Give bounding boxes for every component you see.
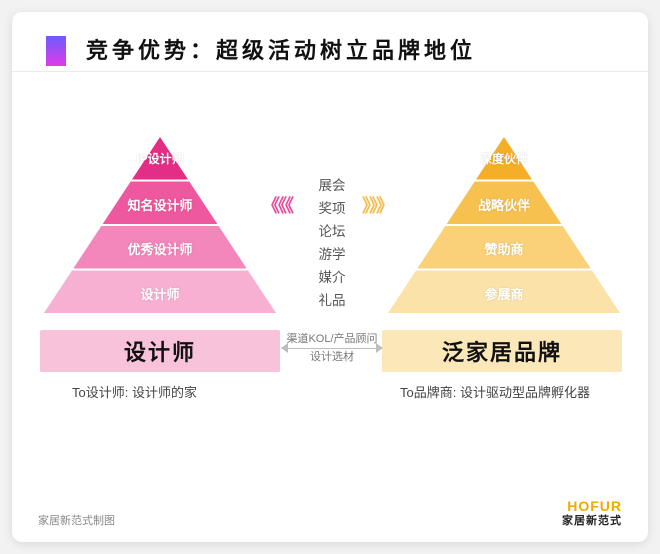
泛家居品牌-level-2-label: 赞助商 [388,239,620,258]
center-item: 展会 [302,174,362,197]
设计师-level-3-label: 设计师 [44,284,276,303]
left-base-box: 设计师 [40,330,280,372]
connector-arrow-left-icon [281,343,288,353]
center-item: 媒介 [302,266,362,289]
right-base-label: 泛家居品牌 [442,335,562,367]
center-items: 展会奖项论坛游学媒介礼品 [302,174,362,312]
泛家居品牌-level-0-label: 深度伙伴 [388,150,620,167]
footer-brand-cn: 家居新范式 [562,512,622,528]
chevrons-left-icon: 《《《 [262,192,292,218]
left-pyramid: IP设计师知名设计师优秀设计师设计师 [44,137,276,313]
left-caption: To设计师: 设计师的家 [72,382,197,401]
right-base-box: 泛家居品牌 [382,330,622,372]
left-base-label: 设计师 [124,335,196,367]
设计师-level-2-label: 优秀设计师 [44,239,276,258]
center-item: 礼品 [302,289,362,312]
connector: 渠道KOL/产品顾问 设计选材 [282,332,382,364]
right-pyramid: 深度伙伴战略伙伴赞助商参展商 [388,137,620,313]
connector-arrow-right-icon [376,343,383,353]
slide-title: 竞争优势：超级活动树立品牌地位 [86,34,476,68]
center-item: 论坛 [302,220,362,243]
right-caption: To品牌商: 设计驱动型品牌孵化器 [400,382,590,401]
设计师-level-0-label: IP设计师 [44,150,276,167]
diagram-stage: IP设计师知名设计师优秀设计师设计师 设计师 To设计师: 设计师的家 深度伙伴… [12,72,648,542]
footer-source: 家居新范式制图 [38,512,115,528]
connector-line [282,348,382,349]
泛家居品牌-level-1-label: 战略伙伴 [388,195,620,214]
slide-footer: 家居新范式制图 HOFUR 家居新范式 [12,504,648,528]
设计师-level-1-label: 知名设计师 [44,195,276,214]
center-item: 奖项 [302,197,362,220]
chevrons-right-icon: 》》》 [362,192,392,218]
泛家居品牌-level-3-label: 参展商 [388,284,620,303]
center-item: 游学 [302,243,362,266]
slide-card: 竞争优势：超级活动树立品牌地位 IP设计师知名设计师优秀设计师设计师 设计师 T… [12,12,648,542]
accent-bar [46,36,66,66]
connector-label-top: 渠道KOL/产品顾问 [282,332,382,346]
connector-label-bottom: 设计选材 [282,350,382,364]
